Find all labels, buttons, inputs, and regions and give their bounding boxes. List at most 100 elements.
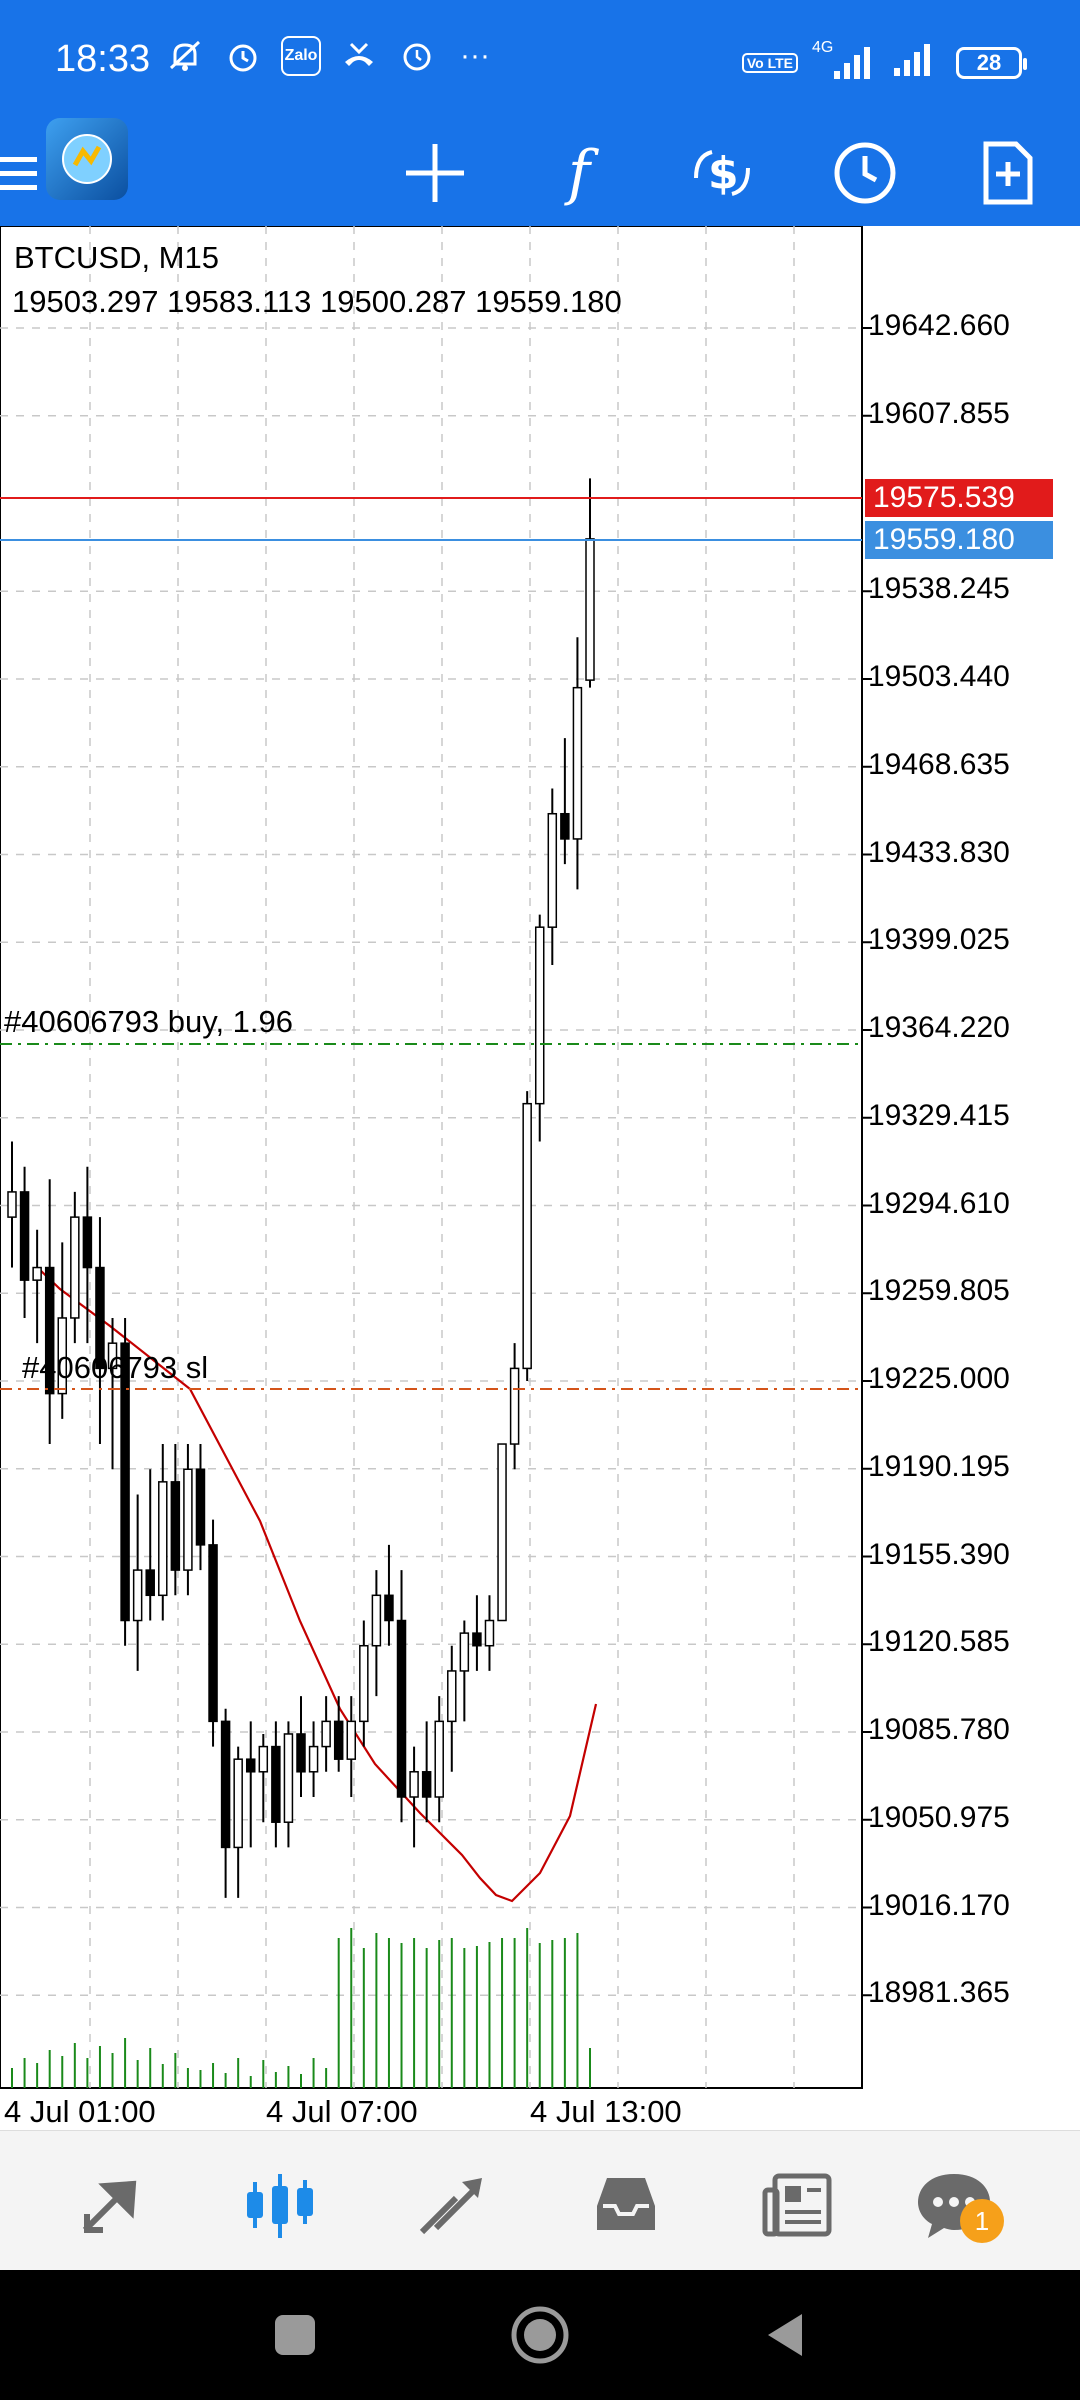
candle-body	[321, 1720, 331, 1748]
signal-icon	[892, 40, 942, 85]
candle-body	[44, 1266, 55, 1395]
candle-body	[333, 1720, 344, 1760]
candle-body	[572, 686, 583, 840]
price-scale-label: 19225.000	[868, 1362, 1010, 1395]
candle-body	[120, 1342, 130, 1622]
candle-body	[132, 1569, 143, 1622]
price-scale-label: 19259.805	[868, 1274, 1010, 1308]
candle-body	[170, 1481, 181, 1571]
candle-body	[560, 812, 570, 840]
candle-body	[220, 1720, 231, 1849]
volte-icon: Vo LTE	[741, 52, 798, 73]
candle-body	[82, 1216, 93, 1269]
candle-body	[484, 1619, 495, 1647]
ask-price-tag: 19575.539	[865, 479, 1053, 517]
candle-body	[497, 1443, 507, 1622]
zalo-icon: Zalo	[281, 36, 321, 76]
candle-body	[145, 1569, 155, 1597]
candle-body	[359, 1644, 369, 1723]
indicators-icon[interactable]: f	[567, 138, 591, 208]
price-scale-label: 19329.415	[868, 1098, 1010, 1132]
candle-body	[308, 1745, 319, 1773]
candle-body	[434, 1720, 444, 1798]
menu-icon[interactable]	[0, 128, 62, 218]
alarm-icon	[223, 36, 263, 76]
candle-body	[585, 538, 595, 681]
candle-body	[409, 1771, 419, 1798]
svg-text:$: $	[708, 148, 739, 199]
system-navigation	[0, 2270, 1080, 2400]
price-scale-label: 19190.195	[868, 1449, 1010, 1483]
candle-body	[396, 1619, 407, 1798]
recent-apps-button[interactable]	[260, 2300, 330, 2370]
candle-body	[245, 1758, 256, 1773]
price-scale-label: 19120.585	[868, 1625, 1010, 1659]
signal-4g-icon: 4G	[812, 39, 878, 83]
bottom-navigation: 1	[0, 2130, 1080, 2270]
stop-loss-label[interactable]: #40606793 sl	[22, 1350, 209, 1385]
candle-body	[522, 1102, 532, 1370]
price-scale-label: 18981.365	[868, 1976, 1010, 2010]
more-notifications-icon: ···	[460, 39, 490, 72]
back-button[interactable]	[750, 2300, 820, 2370]
price-scale-label: 19503.440	[868, 660, 1010, 693]
quotes-icon[interactable]	[70, 2165, 150, 2245]
chart-ohlc: 19503.297 19583.113 19500.287 19559.180	[12, 284, 622, 319]
crosshair-icon[interactable]	[390, 128, 480, 218]
candle-body	[296, 1733, 306, 1773]
candle-body	[258, 1745, 269, 1773]
status-bar: 18:33 Zalo ··· Vo LTE 4G 28	[0, 0, 1080, 118]
candle-body	[208, 1544, 218, 1723]
notification-icons: Zalo ···	[165, 36, 495, 76]
messages-icon[interactable]: 1	[914, 2165, 1004, 2245]
candle-body	[195, 1468, 206, 1546]
candle-body	[7, 1191, 17, 1218]
trade-icon[interactable]: $	[677, 128, 767, 218]
candle-body	[472, 1632, 482, 1647]
price-scale-label: 19155.390	[868, 1537, 1010, 1571]
period-icon[interactable]	[820, 128, 910, 218]
app-logo[interactable]	[46, 118, 128, 200]
buy-order-label[interactable]: #40606793 buy, 1.96	[4, 1004, 294, 1039]
candle-body	[459, 1632, 470, 1672]
home-button[interactable]	[505, 2300, 575, 2370]
candle-body	[57, 1317, 68, 1395]
candle-body	[19, 1191, 30, 1281]
chart-toolbar: f $	[0, 118, 1080, 226]
messages-badge: 1	[960, 2199, 1004, 2243]
candle-body	[421, 1771, 432, 1798]
candle-body	[534, 926, 545, 1105]
candle-body	[283, 1733, 294, 1823]
price-scale-label: 19607.855	[868, 396, 1010, 430]
history-icon[interactable]	[586, 2165, 666, 2245]
candle-body	[447, 1670, 457, 1723]
price-scale-label: 19433.830	[868, 835, 1010, 869]
candle-body	[371, 1594, 382, 1647]
new-order-icon[interactable]	[963, 128, 1053, 218]
price-scale-label: 19642.660	[868, 309, 1010, 342]
price-scale-label: 19399.025	[868, 923, 1010, 957]
candle-body	[70, 1216, 80, 1319]
trade-icon[interactable]	[413, 2165, 493, 2245]
chart-icon[interactable]	[240, 2165, 320, 2245]
candle-body	[183, 1468, 193, 1571]
status-time: 18:33	[55, 38, 151, 80]
time-label-0: 4 Jul 01:00	[4, 2094, 156, 2129]
chart-canvas[interactable]	[0, 226, 1080, 2130]
candle-body	[547, 812, 558, 928]
system-icons: Vo LTE 4G 28	[741, 39, 1027, 85]
price-scale-label: 19364.220	[868, 1011, 1010, 1044]
alarm-clock-icon	[397, 36, 437, 76]
price-scale-label: 19294.610	[868, 1186, 1010, 1220]
candle-body	[509, 1367, 520, 1445]
time-label-1: 4 Jul 07:00	[266, 2094, 418, 2129]
time-label-2: 4 Jul 13:00	[530, 2094, 682, 2129]
candle-body	[95, 1266, 105, 1370]
battery-icon: 28	[956, 46, 1027, 79]
candle-body	[384, 1594, 394, 1622]
news-icon[interactable]	[758, 2165, 838, 2245]
price-scale-label: 19050.975	[868, 1800, 1010, 1834]
price-chart[interactable]: BTCUSD, M15 19503.297 19583.113 19500.28…	[0, 226, 1080, 2130]
chart-symbol: BTCUSD, M15	[14, 240, 219, 275]
candle-body	[271, 1745, 281, 1823]
